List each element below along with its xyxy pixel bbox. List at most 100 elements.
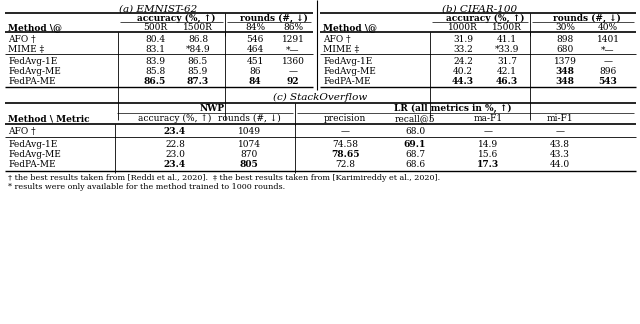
Text: 85.9: 85.9 — [188, 67, 208, 76]
Text: —: — — [556, 127, 564, 136]
Text: accuracy (%, ↑): accuracy (%, ↑) — [138, 114, 212, 123]
Text: rounds (#, ↓): rounds (#, ↓) — [218, 114, 280, 123]
Text: 1379: 1379 — [554, 57, 577, 66]
Text: Method \@: Method \@ — [323, 23, 377, 32]
Text: 84: 84 — [249, 77, 261, 86]
Text: 85.8: 85.8 — [145, 67, 165, 76]
Text: (a) EMNIST-62: (a) EMNIST-62 — [119, 5, 197, 14]
Text: 680: 680 — [556, 45, 573, 54]
Text: FedAvg-1E: FedAvg-1E — [8, 57, 58, 66]
Text: 23.4: 23.4 — [164, 160, 186, 169]
Text: 31.9: 31.9 — [453, 35, 473, 44]
Text: 896: 896 — [600, 67, 616, 76]
Text: 23.0: 23.0 — [165, 150, 185, 159]
Text: 500R: 500R — [143, 23, 167, 32]
Text: 43.3: 43.3 — [550, 150, 570, 159]
Text: FedPA-ME: FedPA-ME — [323, 77, 371, 86]
Text: 1074: 1074 — [237, 140, 260, 149]
Text: FedPA-ME: FedPA-ME — [8, 160, 56, 169]
Text: LR (all metrics in %, ↑): LR (all metrics in %, ↑) — [394, 104, 511, 113]
Text: † the best results taken from [Reddi et al., 2020].  ‡ the best results taken fr: † the best results taken from [Reddi et … — [8, 174, 440, 182]
Text: 14.9: 14.9 — [478, 140, 498, 149]
Text: 805: 805 — [239, 160, 259, 169]
Text: 92: 92 — [287, 77, 300, 86]
Text: FedPA-ME: FedPA-ME — [8, 77, 56, 86]
Text: ma-F1: ma-F1 — [474, 114, 502, 123]
Text: 42.1: 42.1 — [497, 67, 517, 76]
Text: *84.9: *84.9 — [186, 45, 211, 54]
Text: FedAvg-1E: FedAvg-1E — [8, 140, 58, 149]
Text: (c) StackOverflow: (c) StackOverflow — [273, 93, 367, 102]
Text: FedAvg-1E: FedAvg-1E — [323, 57, 372, 66]
Text: 74.58: 74.58 — [332, 140, 358, 149]
Text: 72.8: 72.8 — [335, 160, 355, 169]
Text: precision: precision — [324, 114, 366, 123]
Text: —: — — [289, 67, 298, 76]
Text: 1291: 1291 — [282, 35, 305, 44]
Text: 86.8: 86.8 — [188, 35, 208, 44]
Text: 84%: 84% — [245, 23, 265, 32]
Text: Method \@: Method \@ — [8, 23, 62, 32]
Text: 80.4: 80.4 — [145, 35, 165, 44]
Text: 898: 898 — [556, 35, 573, 44]
Text: 1401: 1401 — [596, 35, 620, 44]
Text: rounds (#, ↓): rounds (#, ↓) — [240, 14, 308, 23]
Text: MIME ‡: MIME ‡ — [323, 45, 359, 54]
Text: 1049: 1049 — [237, 127, 260, 136]
Text: FedAvg-ME: FedAvg-ME — [8, 150, 61, 159]
Text: Method \ Metric: Method \ Metric — [8, 114, 90, 123]
Text: 31.7: 31.7 — [497, 57, 517, 66]
Text: FedAvg-ME: FedAvg-ME — [323, 67, 376, 76]
Text: 86%: 86% — [283, 23, 303, 32]
Text: rounds (#, ↓): rounds (#, ↓) — [552, 14, 620, 23]
Text: recall@5: recall@5 — [395, 114, 435, 123]
Text: 86.5: 86.5 — [188, 57, 208, 66]
Text: 44.3: 44.3 — [452, 77, 474, 86]
Text: 78.65: 78.65 — [331, 150, 359, 159]
Text: 451: 451 — [246, 57, 264, 66]
Text: 546: 546 — [246, 35, 264, 44]
Text: 22.8: 22.8 — [165, 140, 185, 149]
Text: 69.1: 69.1 — [404, 140, 426, 149]
Text: 43.8: 43.8 — [550, 140, 570, 149]
Text: 1360: 1360 — [282, 57, 305, 66]
Text: FedAvg-ME: FedAvg-ME — [8, 67, 61, 76]
Text: (b) CIFAR-100: (b) CIFAR-100 — [442, 5, 518, 14]
Text: 23.4: 23.4 — [164, 127, 186, 136]
Text: accuracy (%, ↑): accuracy (%, ↑) — [137, 14, 216, 23]
Text: 68.7: 68.7 — [405, 150, 425, 159]
Text: 15.6: 15.6 — [478, 150, 498, 159]
Text: mi-F1: mi-F1 — [547, 114, 573, 123]
Text: accuracy (%, ↑): accuracy (%, ↑) — [445, 14, 524, 23]
Text: 68.6: 68.6 — [405, 160, 425, 169]
Text: AFO †: AFO † — [323, 35, 351, 44]
Text: 348: 348 — [556, 67, 575, 76]
Text: —: — — [340, 127, 349, 136]
Text: 33.2: 33.2 — [453, 45, 473, 54]
Text: 543: 543 — [598, 77, 618, 86]
Text: *—: *— — [286, 45, 300, 54]
Text: —: — — [604, 57, 612, 66]
Text: 40.2: 40.2 — [453, 67, 473, 76]
Text: 24.2: 24.2 — [453, 57, 473, 66]
Text: 83.9: 83.9 — [145, 57, 165, 66]
Text: 68.0: 68.0 — [405, 127, 425, 136]
Text: 30%: 30% — [555, 23, 575, 32]
Text: 44.0: 44.0 — [550, 160, 570, 169]
Text: —: — — [483, 127, 493, 136]
Text: AFO †: AFO † — [8, 127, 35, 136]
Text: 348: 348 — [556, 77, 575, 86]
Text: 464: 464 — [246, 45, 264, 54]
Text: 83.1: 83.1 — [145, 45, 165, 54]
Text: 86: 86 — [249, 67, 260, 76]
Text: 1500R: 1500R — [492, 23, 522, 32]
Text: 87.3: 87.3 — [187, 77, 209, 86]
Text: AFO †: AFO † — [8, 35, 35, 44]
Text: 40%: 40% — [598, 23, 618, 32]
Text: 46.3: 46.3 — [496, 77, 518, 86]
Text: 1500R: 1500R — [183, 23, 213, 32]
Text: 86.5: 86.5 — [144, 77, 166, 86]
Text: *33.9: *33.9 — [495, 45, 519, 54]
Text: 870: 870 — [241, 150, 258, 159]
Text: MIME ‡: MIME ‡ — [8, 45, 44, 54]
